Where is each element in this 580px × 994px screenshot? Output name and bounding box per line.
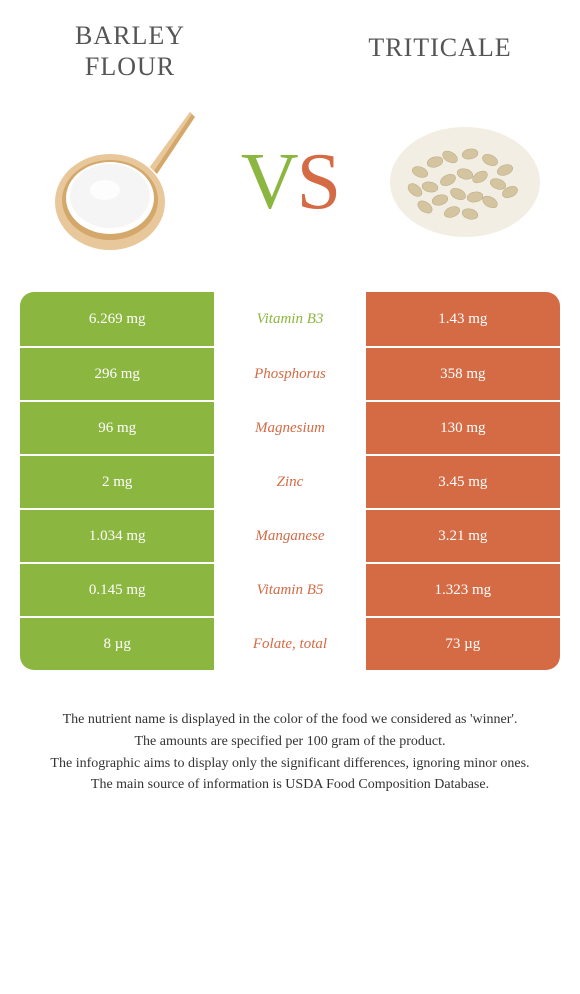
table-row: 296 mgPhosphorus358 mg [20, 346, 560, 400]
nutrient-label: Vitamin B3 [214, 292, 365, 346]
food-title-right: Triticale [340, 20, 540, 63]
table-row: 2 mgZinc3.45 mg [20, 454, 560, 508]
nutrient-right-value: 3.21 mg [366, 510, 560, 562]
nutrient-right-value: 1.43 mg [366, 292, 560, 346]
nutrient-label: Magnesium [214, 402, 365, 454]
nutrient-left-value: 1.034 mg [20, 510, 214, 562]
footnote-line: The amounts are specified per 100 gram o… [20, 732, 560, 752]
nutrient-left-value: 2 mg [20, 456, 214, 508]
nutrient-label: Phosphorus [214, 348, 365, 400]
table-row: 1.034 mgManganese3.21 mg [20, 508, 560, 562]
nutrient-table: 6.269 mgVitamin B31.43 mg296 mgPhosphoru… [20, 292, 560, 670]
vs-v-letter: V [241, 138, 297, 226]
vs-label: VS [241, 137, 339, 228]
footnote-line: The infographic aims to display only the… [20, 754, 560, 774]
footnote-line: The main source of information is USDA F… [20, 775, 560, 795]
nutrient-label: Folate, total [214, 618, 365, 670]
nutrient-label: Manganese [214, 510, 365, 562]
nutrient-label: Zinc [214, 456, 365, 508]
nutrient-right-value: 1.323 mg [366, 564, 560, 616]
footnotes: The nutrient name is displayed in the co… [0, 670, 580, 794]
table-row: 6.269 mgVitamin B31.43 mg [20, 292, 560, 346]
nutrient-left-value: 96 mg [20, 402, 214, 454]
images-row: VS [0, 92, 580, 292]
food-title-left: Barley flour [40, 20, 220, 82]
vs-s-letter: S [297, 138, 340, 226]
nutrient-left-value: 8 µg [20, 618, 214, 670]
footnote-line: The nutrient name is displayed in the co… [20, 710, 560, 730]
nutrient-right-value: 130 mg [366, 402, 560, 454]
header: Barley flour Triticale [0, 0, 580, 92]
nutrient-right-value: 3.45 mg [366, 456, 560, 508]
nutrient-right-value: 358 mg [366, 348, 560, 400]
grains-icon [380, 112, 550, 252]
nutrient-left-value: 6.269 mg [20, 292, 214, 346]
table-row: 8 µgFolate, total73 µg [20, 616, 560, 670]
food-image-right [380, 97, 550, 267]
table-row: 96 mgMagnesium130 mg [20, 400, 560, 454]
spoon-icon [35, 102, 195, 262]
table-row: 0.145 mgVitamin B51.323 mg [20, 562, 560, 616]
nutrient-label: Vitamin B5 [214, 564, 365, 616]
food-image-left [30, 97, 200, 267]
nutrient-right-value: 73 µg [366, 618, 560, 670]
nutrient-left-value: 296 mg [20, 348, 214, 400]
nutrient-left-value: 0.145 mg [20, 564, 214, 616]
